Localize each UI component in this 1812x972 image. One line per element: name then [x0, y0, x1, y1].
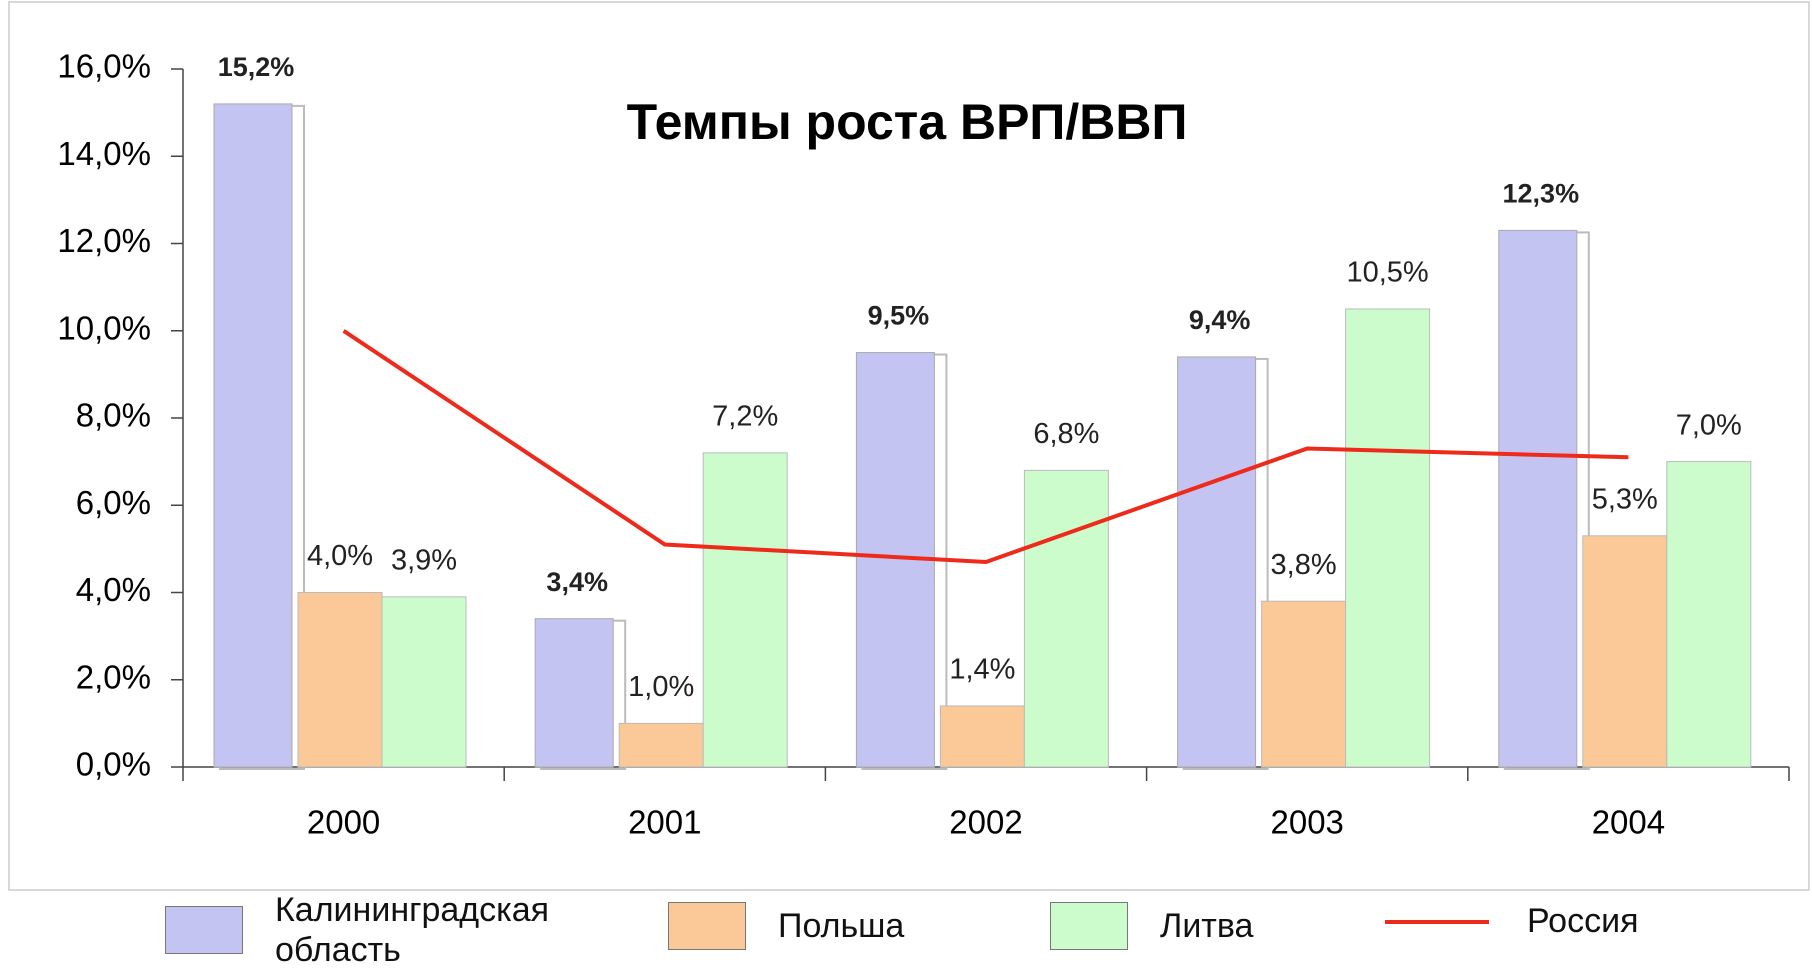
x-tick-label: 2003 [1270, 804, 1343, 841]
value-label: 7,0% [1676, 409, 1742, 441]
value-label: 5,3% [1592, 483, 1658, 515]
y-tick-label: 14,0% [57, 135, 151, 172]
bar [381, 596, 467, 768]
bar [213, 103, 293, 768]
legend-label: Польша [778, 906, 905, 945]
value-label: 10,5% [1346, 257, 1428, 289]
y-tick-label: 16,0% [57, 48, 151, 85]
legend-item: Россия [1385, 902, 1639, 941]
x-tick-label: 2002 [949, 804, 1022, 841]
x-tick-label: 2001 [628, 804, 701, 841]
legend: Калининградская область Польша Литва Россия [0, 880, 1812, 972]
value-label: 7,2% [712, 401, 778, 433]
value-label: 1,4% [949, 654, 1015, 686]
bar [1177, 356, 1257, 768]
bar [939, 705, 1025, 768]
y-tick-label: 4,0% [76, 571, 151, 608]
legend-item: Польша [668, 902, 904, 950]
legend-label: Литва [1160, 906, 1254, 945]
value-label: 4,0% [307, 540, 373, 572]
value-label: 3,4% [546, 567, 608, 597]
bar [1345, 308, 1431, 768]
value-label: 1,0% [628, 671, 694, 703]
chart-title: Темпы роста ВРП/ВВП [627, 94, 1188, 150]
y-tick-label: 8,0% [76, 397, 151, 434]
value-label: 12,3% [1503, 179, 1580, 209]
bar [1666, 461, 1752, 768]
x-tick-label: 2000 [307, 804, 380, 841]
value-label: 3,8% [1271, 549, 1337, 581]
bar [1582, 535, 1668, 768]
legend-item: Литва [1050, 902, 1253, 950]
y-tick-label: 6,0% [76, 484, 151, 521]
bar [618, 722, 704, 768]
bar [1023, 469, 1109, 768]
x-tick-label: 2004 [1592, 804, 1665, 841]
bar [534, 618, 614, 768]
legend-label: Россия [1527, 902, 1639, 940]
legend-swatch [1385, 919, 1489, 924]
legend-swatch [1050, 902, 1128, 950]
y-tick-label: 10,0% [57, 309, 151, 346]
legend-swatch [165, 906, 243, 954]
value-label: 3,9% [391, 545, 457, 577]
y-tick-label: 0,0% [76, 746, 151, 783]
line-series [342, 329, 1629, 565]
legend-swatch [668, 902, 746, 950]
value-label: 9,5% [868, 301, 930, 331]
bar [1261, 600, 1347, 768]
value-label: 9,4% [1189, 305, 1251, 335]
y-tick-label: 12,0% [57, 222, 151, 259]
value-label: 6,8% [1033, 418, 1099, 450]
value-label: 15,2% [218, 52, 295, 82]
bar [1498, 229, 1578, 768]
bar [702, 452, 788, 768]
chart: Темпы роста ВРП/ВВП 0,0% 2,0% 4,0% 6,0% 8,0%… [8, 1, 1810, 891]
legend-label: Калининградская область [275, 891, 550, 969]
y-tick-label: 2,0% [76, 658, 151, 695]
bar [297, 592, 383, 768]
legend-item: Калининградская область [165, 890, 575, 970]
